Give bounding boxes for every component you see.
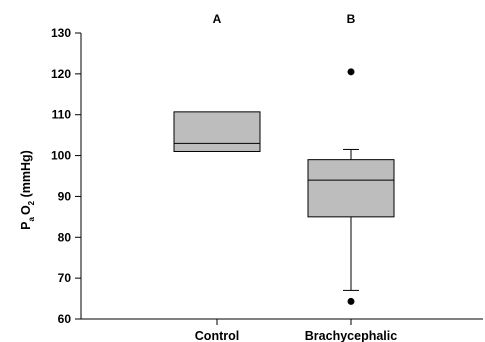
outlier-point (347, 68, 355, 76)
box-group (173, 68, 395, 305)
box-brachycephalic (307, 68, 395, 305)
y-tick-label: 100 (51, 149, 71, 163)
y-axis: 60 70 80 90 100 110 120 130 (51, 26, 82, 326)
box-iqr (307, 159, 395, 218)
outlier-point (347, 297, 355, 305)
box-control (173, 111, 261, 152)
x-axis: Control Brachycephalic (81, 318, 483, 342)
x-tick-label: Control (195, 329, 239, 342)
y-label-sub-a: a (27, 217, 36, 222)
y-tick-label: 70 (58, 271, 72, 285)
y-tick-label: 60 (58, 312, 72, 326)
group-letter-b: B (347, 12, 356, 26)
y-tick-label: 80 (58, 230, 72, 244)
y-axis-label: PaO2 (mmHg) (19, 150, 36, 230)
y-label-o: O (19, 205, 33, 215)
y-tick-label: 110 (52, 108, 72, 122)
y-label-p: P (19, 222, 33, 230)
x-tick-label: Brachycephalic (305, 329, 397, 342)
y-tick-label: 130 (51, 26, 71, 40)
y-label-sub-2: 2 (27, 200, 36, 205)
group-letter-a: A (213, 12, 222, 26)
y-tick-label: 120 (51, 67, 71, 81)
y-tick-label: 90 (58, 189, 72, 203)
y-label-unit: (mmHg) (19, 150, 33, 201)
box-iqr (173, 111, 261, 152)
